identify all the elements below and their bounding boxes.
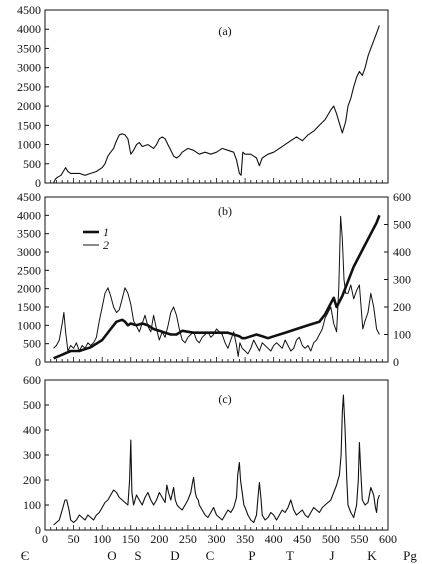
plot-frame <box>44 9 389 184</box>
y-tick-label: 200 <box>23 473 41 487</box>
y-tick-label: 0 <box>35 523 41 537</box>
y-tick-label: 3000 <box>17 245 41 259</box>
legend-label: 2 <box>103 238 109 252</box>
period-label: Pg <box>403 548 417 563</box>
y2-tick-label: 600 <box>393 190 411 204</box>
y2-tick-label: 300 <box>393 273 411 287</box>
series-line-1 <box>53 394 380 526</box>
x-tick-label: 350 <box>236 532 254 546</box>
y2-tick-label: 200 <box>393 300 411 314</box>
period-label: J <box>329 548 334 563</box>
y2-tick-label: 0 <box>393 355 399 369</box>
y-tick-label: 1000 <box>17 138 41 152</box>
y-tick-label: 400 <box>23 423 41 437</box>
y-tick-label: 4500 <box>17 3 41 17</box>
legend-label: 1 <box>103 225 109 239</box>
y-tick-label: 3000 <box>17 61 41 75</box>
y2-tick-label: 100 <box>393 328 411 342</box>
y-tick-label: 4000 <box>17 22 41 36</box>
period-label: T <box>286 548 294 563</box>
y-tick-label: 0 <box>35 176 41 190</box>
period-label: S <box>134 548 141 563</box>
y2-tick-label: 500 <box>393 218 411 232</box>
y-tick-label: 2500 <box>17 263 41 277</box>
x-tick-label: 150 <box>122 532 140 546</box>
plot-frame <box>44 379 389 531</box>
y-tick-label: 4000 <box>17 208 41 222</box>
y-tick-label: 4500 <box>17 190 41 204</box>
series-line-1 <box>53 25 380 184</box>
x-tick-label: 600 <box>379 532 397 546</box>
period-label: P <box>248 548 255 563</box>
period-label: D <box>170 548 179 563</box>
x-tick-label: 500 <box>322 532 340 546</box>
x-tick-label: 450 <box>293 532 311 546</box>
x-tick-label: 100 <box>93 532 111 546</box>
panel-label: (c) <box>218 392 231 406</box>
x-tick-label: 50 <box>68 532 80 546</box>
period-label: K <box>367 548 377 563</box>
period-label: C <box>206 548 215 563</box>
period-label: O <box>107 548 116 563</box>
y-tick-label: 500 <box>23 398 41 412</box>
y-tick-label: 1500 <box>17 300 41 314</box>
x-tick-label: 0 <box>42 532 48 546</box>
y-tick-label: 500 <box>23 157 41 171</box>
x-tick-label: 300 <box>208 532 226 546</box>
y-tick-label: 600 <box>23 373 41 387</box>
y-tick-label: 500 <box>23 337 41 351</box>
panel-a-chart: 0 500 1000 1500 2000 2500 3000 3500 4000 4500 (a) <box>17 3 389 190</box>
panel-b-chart: 0500100015002000250030003500400045000100… <box>17 190 411 369</box>
y-tick-label: 100 <box>23 498 41 512</box>
panel-c-chart: 0 100 200 300 400 500 600 0 50 100 150 200 250 300 350… <box>21 373 418 563</box>
y-tick-label: 3500 <box>17 227 41 241</box>
x-tick-label: 400 <box>265 532 283 546</box>
y-tick-label: 300 <box>23 448 41 462</box>
y-tick-label: 2000 <box>17 282 41 296</box>
y2-tick-label: 400 <box>393 245 411 259</box>
x-tick-label: 200 <box>150 532 168 546</box>
y-tick-label: 3500 <box>17 41 41 55</box>
y-tick-label: 2000 <box>17 99 41 113</box>
y-tick-label: 1500 <box>17 118 41 132</box>
x-tick-label: 250 <box>179 532 197 546</box>
y-tick-label: 0 <box>35 355 41 369</box>
series-line-1 <box>53 214 381 360</box>
panel-label: (b) <box>218 204 232 218</box>
period-label: Є <box>21 548 30 563</box>
x-tick-label: 550 <box>350 532 368 546</box>
y-tick-label: 1000 <box>17 318 41 332</box>
panel-label: (a) <box>218 24 231 38</box>
y-tick-label: 2500 <box>17 80 41 94</box>
series-line-2 <box>53 215 380 357</box>
